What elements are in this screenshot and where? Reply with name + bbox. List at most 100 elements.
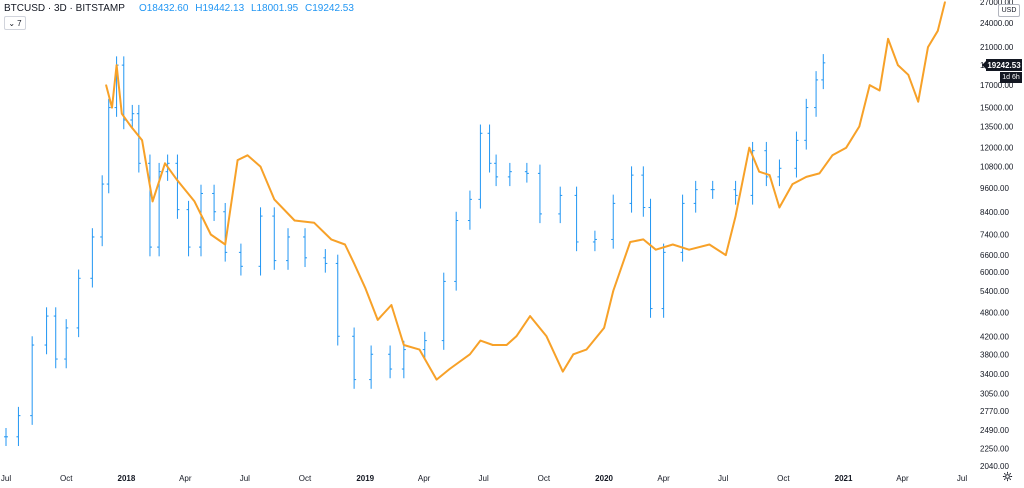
time-tick-label: 2018 (118, 474, 136, 483)
overlay-point (572, 353, 575, 356)
price-bar (238, 243, 243, 276)
time-axis[interactable]: Jul Oct 2018 Apr Jul Oct 2019 Apr Jul Oct 2020 Apr J… (1, 474, 967, 483)
price-bar (454, 211, 459, 291)
overlay-point (390, 304, 393, 306)
price-tick-label: 7400.00 (980, 231, 1009, 240)
price-bar (750, 141, 755, 205)
overlay-point (654, 248, 657, 251)
overlay-point (313, 221, 315, 224)
price-bar (494, 154, 499, 187)
overlay-point (545, 335, 548, 338)
high-value: H19442.13 (195, 3, 245, 14)
chevron-down-icon: ⌄ (8, 18, 16, 28)
price-bar (76, 269, 81, 338)
price-tick-label: 2040.00 (980, 462, 1009, 471)
price-bar (574, 186, 579, 252)
time-tick-label: Jul (957, 474, 967, 483)
time-tick-label: Apr (657, 474, 670, 483)
overlay-point (897, 64, 899, 66)
price-bar (272, 207, 277, 270)
overlay-point (193, 200, 196, 203)
overlay-point (724, 254, 727, 256)
price-bar (710, 180, 715, 199)
price-tick-label: 5400.00 (980, 287, 1009, 296)
price-bar (401, 340, 406, 379)
overlay-series (105, 1, 946, 381)
overlay-point (878, 89, 881, 92)
overlay-point (562, 370, 564, 373)
time-tick-label: Apr (896, 474, 909, 483)
overlay-point (236, 159, 239, 161)
price-bar (804, 98, 809, 150)
price-bar (611, 194, 616, 249)
settings-gear-icon[interactable] (1001, 470, 1013, 482)
overlay-point (917, 100, 919, 103)
overlay-point (887, 37, 889, 40)
price-tick-label: 2490.00 (980, 426, 1009, 435)
price-bar (44, 307, 49, 355)
overlay-point (603, 327, 605, 329)
overlay-point (151, 200, 154, 203)
indicator-count: 7 (17, 18, 22, 28)
overlay-point (758, 170, 760, 173)
time-tick-label: Apr (418, 474, 431, 483)
price-tick-label: 6000.00 (980, 268, 1009, 277)
price-bar (777, 159, 782, 187)
time-tick-label: 2020 (595, 474, 613, 483)
price-bar (369, 345, 374, 389)
overlay-point (273, 198, 276, 201)
price-bar (90, 228, 95, 288)
price-tick-label: 15000.00 (980, 104, 1014, 113)
price-bar (335, 254, 340, 346)
overlay-point (734, 215, 737, 217)
overlay-point (612, 290, 615, 292)
overlay-point (585, 348, 588, 351)
price-bar (223, 202, 228, 262)
price-bar (641, 166, 646, 217)
price-axis[interactable]: 27000.0024000.0021000.0019000.0017000.00… (980, 0, 1014, 471)
low-value: L18001.95 (250, 3, 299, 14)
price-tick-label: 8400.00 (980, 208, 1009, 217)
time-tick-label: Jul (240, 474, 250, 483)
currency-button[interactable]: USD (998, 4, 1020, 17)
price-tick-label: 21000.00 (980, 43, 1014, 52)
time-tick-label: 2019 (356, 474, 374, 483)
price-bar (693, 180, 698, 213)
close-value: C19242.53 (305, 3, 354, 14)
time-tick-label: Oct (538, 474, 551, 483)
price-bar (821, 54, 826, 90)
price-bar (441, 272, 446, 350)
price-tick-label: 24000.00 (980, 19, 1014, 28)
overlay-point (224, 243, 227, 246)
time-tick-label: Oct (299, 474, 312, 483)
price-bar (592, 230, 597, 252)
price-tick-label: 13500.00 (980, 123, 1014, 132)
symbol-label[interactable]: BTCUSD · 3D · BITSTAMP (4, 3, 125, 14)
indicators-toggle-button[interactable]: ⌄ 7 (4, 16, 26, 30)
overlay-point (293, 219, 296, 222)
price-bar (648, 198, 653, 318)
overlay-point (748, 146, 751, 149)
price-bar (4, 428, 8, 447)
price-bar (106, 98, 111, 194)
price-bar (733, 180, 738, 205)
time-tick-label: Jul (479, 474, 489, 483)
price-bar (258, 207, 263, 276)
bar-countdown-label: 1d 6h (1000, 72, 1022, 83)
overlay-point (115, 64, 118, 66)
price-bar (100, 175, 105, 247)
price-bar (198, 184, 203, 257)
price-tick-label: 3050.00 (980, 390, 1009, 399)
overlay-point (671, 243, 674, 246)
overlay-point (435, 378, 438, 381)
price-bar (487, 124, 492, 173)
price-bar (286, 228, 291, 270)
price-bar (175, 154, 180, 219)
overlay-point (529, 315, 531, 317)
overlay-point (768, 174, 771, 176)
overlay-point (944, 1, 946, 3)
overlay-point (353, 262, 355, 265)
overlay-point (141, 139, 143, 142)
